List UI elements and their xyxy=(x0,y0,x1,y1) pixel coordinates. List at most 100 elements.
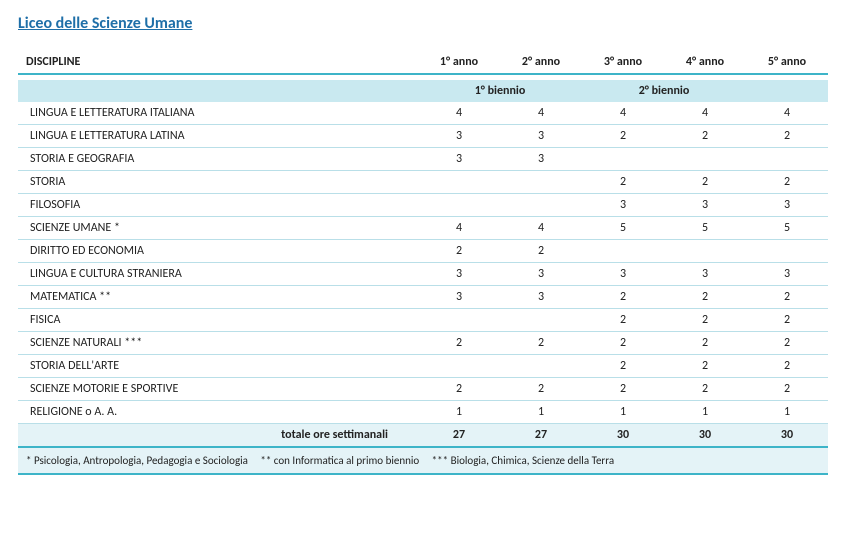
value-cell xyxy=(500,355,582,378)
value-cell: 2 xyxy=(664,355,746,378)
table-row: RELIGIONE o A. A.11111 xyxy=(18,401,828,424)
col-header-year-4: 4° anno xyxy=(664,51,746,74)
biennio-row: 1° biennio 2° biennio xyxy=(18,80,828,102)
col-header-discipline: DISCIPLINE xyxy=(18,51,418,74)
value-cell: 3 xyxy=(500,125,582,148)
value-cell: 4 xyxy=(500,217,582,240)
table-row: STORIA E GEOGRAFIA33 xyxy=(18,148,828,171)
table-header-row: DISCIPLINE 1° anno 2° anno 3° anno 4° an… xyxy=(18,51,828,74)
value-cell: 3 xyxy=(500,148,582,171)
value-cell: 4 xyxy=(500,102,582,125)
value-cell: 2 xyxy=(582,125,664,148)
value-cell: 2 xyxy=(664,378,746,401)
value-cell: 3 xyxy=(418,148,500,171)
discipline-name: LINGUA E LETTERATURA ITALIANA xyxy=(18,102,418,125)
table-row: DIRITTO ED ECONOMIA22 xyxy=(18,240,828,263)
value-cell: 2 xyxy=(746,355,828,378)
value-cell xyxy=(664,148,746,171)
value-cell xyxy=(664,240,746,263)
value-cell: 3 xyxy=(664,263,746,286)
table-row: FISICA222 xyxy=(18,309,828,332)
footnotes-row: * Psicologia, Antropologia, Pedagogia e … xyxy=(18,447,828,474)
value-cell: 2 xyxy=(664,309,746,332)
footnote-1: * Psicologia, Antropologia, Pedagogia e … xyxy=(26,454,248,467)
table-row: SCIENZE UMANE *44555 xyxy=(18,217,828,240)
discipline-name: LINGUA E LETTERATURA LATINA xyxy=(18,125,418,148)
value-cell xyxy=(746,148,828,171)
discipline-name: STORIA xyxy=(18,171,418,194)
col-header-year-2: 2° anno xyxy=(500,51,582,74)
value-cell: 3 xyxy=(418,263,500,286)
table-row: STORIA DELL'ARTE222 xyxy=(18,355,828,378)
discipline-name: SCIENZE NATURALI *** xyxy=(18,332,418,355)
value-cell: 1 xyxy=(746,401,828,424)
value-cell: 2 xyxy=(746,286,828,309)
biennio-first: 1° biennio xyxy=(418,80,582,102)
col-header-year-3: 3° anno xyxy=(582,51,664,74)
value-cell: 2 xyxy=(418,332,500,355)
value-cell: 3 xyxy=(500,286,582,309)
total-v4: 30 xyxy=(664,424,746,448)
col-header-year-5: 5° anno xyxy=(746,51,828,74)
value-cell: 2 xyxy=(500,240,582,263)
value-cell: 2 xyxy=(664,332,746,355)
value-cell: 2 xyxy=(418,378,500,401)
value-cell: 2 xyxy=(582,355,664,378)
value-cell: 2 xyxy=(418,240,500,263)
value-cell: 3 xyxy=(582,263,664,286)
value-cell: 3 xyxy=(746,194,828,217)
footnote-3: *** Biologia, Chimica, Scienze della Ter… xyxy=(432,454,614,467)
table-row: STORIA222 xyxy=(18,171,828,194)
value-cell: 3 xyxy=(418,286,500,309)
value-cell: 2 xyxy=(582,171,664,194)
table-row: LINGUA E CULTURA STRANIERA33333 xyxy=(18,263,828,286)
value-cell: 4 xyxy=(418,102,500,125)
discipline-name: RELIGIONE o A. A. xyxy=(18,401,418,424)
total-v1: 27 xyxy=(418,424,500,448)
value-cell xyxy=(582,240,664,263)
value-cell: 5 xyxy=(664,217,746,240)
value-cell: 5 xyxy=(746,217,828,240)
value-cell: 2 xyxy=(746,332,828,355)
value-cell: 2 xyxy=(500,378,582,401)
table-row: SCIENZE MOTORIE E SPORTIVE22222 xyxy=(18,378,828,401)
discipline-name: FILOSOFIA xyxy=(18,194,418,217)
value-cell: 4 xyxy=(664,102,746,125)
total-v3: 30 xyxy=(582,424,664,448)
discipline-name: MATEMATICA ** xyxy=(18,286,418,309)
discipline-name: STORIA DELL'ARTE xyxy=(18,355,418,378)
discipline-name: SCIENZE UMANE * xyxy=(18,217,418,240)
table-row: MATEMATICA **33222 xyxy=(18,286,828,309)
value-cell xyxy=(418,171,500,194)
total-v5: 30 xyxy=(746,424,828,448)
value-cell: 1 xyxy=(664,401,746,424)
discipline-name: LINGUA E CULTURA STRANIERA xyxy=(18,263,418,286)
value-cell: 2 xyxy=(664,125,746,148)
value-cell: 3 xyxy=(500,263,582,286)
table-row: LINGUA E LETTERATURA LATINA33222 xyxy=(18,125,828,148)
value-cell: 2 xyxy=(582,286,664,309)
value-cell: 5 xyxy=(582,217,664,240)
curriculum-table: DISCIPLINE 1° anno 2° anno 3° anno 4° an… xyxy=(18,51,828,475)
total-v2: 27 xyxy=(500,424,582,448)
value-cell xyxy=(500,171,582,194)
value-cell: 2 xyxy=(582,378,664,401)
value-cell xyxy=(582,148,664,171)
value-cell: 2 xyxy=(746,378,828,401)
table-row: SCIENZE NATURALI ***22222 xyxy=(18,332,828,355)
value-cell xyxy=(746,240,828,263)
value-cell xyxy=(418,355,500,378)
total-label: totale ore settimanali xyxy=(18,424,418,448)
total-row: totale ore settimanali 27 27 30 30 30 xyxy=(18,424,828,448)
discipline-name: SCIENZE MOTORIE E SPORTIVE xyxy=(18,378,418,401)
value-cell: 2 xyxy=(746,171,828,194)
value-cell: 2 xyxy=(746,309,828,332)
table-row: FILOSOFIA333 xyxy=(18,194,828,217)
value-cell: 4 xyxy=(582,102,664,125)
value-cell: 2 xyxy=(582,332,664,355)
value-cell: 2 xyxy=(582,309,664,332)
value-cell: 3 xyxy=(582,194,664,217)
value-cell xyxy=(500,309,582,332)
discipline-name: FISICA xyxy=(18,309,418,332)
discipline-name: DIRITTO ED ECONOMIA xyxy=(18,240,418,263)
